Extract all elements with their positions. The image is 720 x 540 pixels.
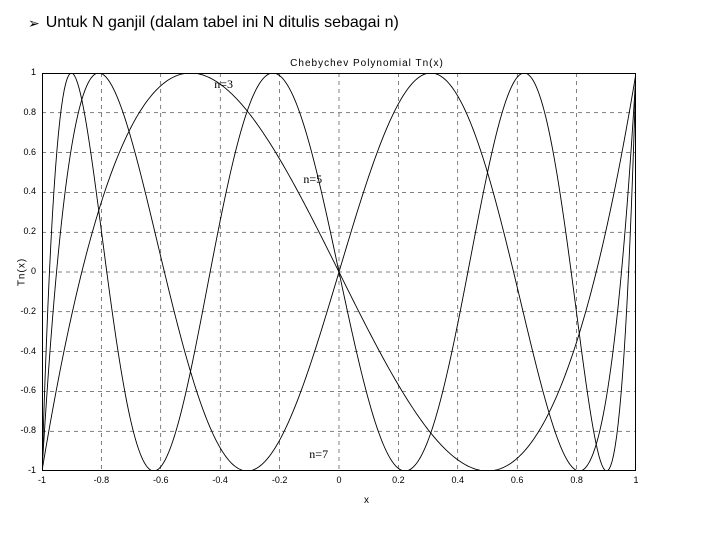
ytick-label: -0.8 — [6, 425, 36, 435]
xtick-label: 1 — [624, 475, 648, 485]
annotation: n=5 — [303, 172, 322, 187]
xtick-label: 0.4 — [446, 475, 470, 485]
xtick-label: -0.2 — [268, 475, 292, 485]
ytick-label: -0.4 — [6, 346, 36, 356]
ytick-label: 0.6 — [6, 147, 36, 157]
annotation: n=3 — [214, 77, 233, 92]
annotation: n=7 — [309, 447, 328, 462]
bullet-line: ➢ Untuk N ganjil (dalam tabel ini N ditu… — [0, 0, 720, 32]
plot-area: Tn(x) -1-0.8-0.6-0.4-0.200.20.40.60.81-1… — [42, 73, 636, 471]
chart-svg — [42, 73, 636, 471]
xtick-label: 0.2 — [386, 475, 410, 485]
xtick-label: 0 — [327, 475, 351, 485]
ytick-label: 0.4 — [6, 186, 36, 196]
chart-container: Chebychev Polynomial Tn(x) Tn(x) -1-0.8-… — [42, 58, 692, 528]
ytick-label: -0.6 — [6, 385, 36, 395]
xtick-label: -0.4 — [208, 475, 232, 485]
xtick-label: -0.6 — [149, 475, 173, 485]
ytick-label: 0.2 — [6, 226, 36, 236]
ytick-label: -0.2 — [6, 306, 36, 316]
xtick-label: -1 — [30, 475, 54, 485]
bullet-text: Untuk N ganjil (dalam tabel ini N dituli… — [46, 14, 399, 32]
bullet-arrow-icon: ➢ — [28, 15, 40, 32]
x-axis-label: x — [42, 495, 692, 506]
xtick-label: -0.8 — [89, 475, 113, 485]
ytick-label: 0.8 — [6, 107, 36, 117]
ytick-label: 1 — [6, 67, 36, 77]
ytick-label: 0 — [6, 266, 36, 276]
xtick-label: 0.6 — [505, 475, 529, 485]
xtick-label: 0.8 — [565, 475, 589, 485]
chart-title: Chebychev Polynomial Tn(x) — [42, 58, 692, 69]
ytick-label: -1 — [6, 465, 36, 475]
